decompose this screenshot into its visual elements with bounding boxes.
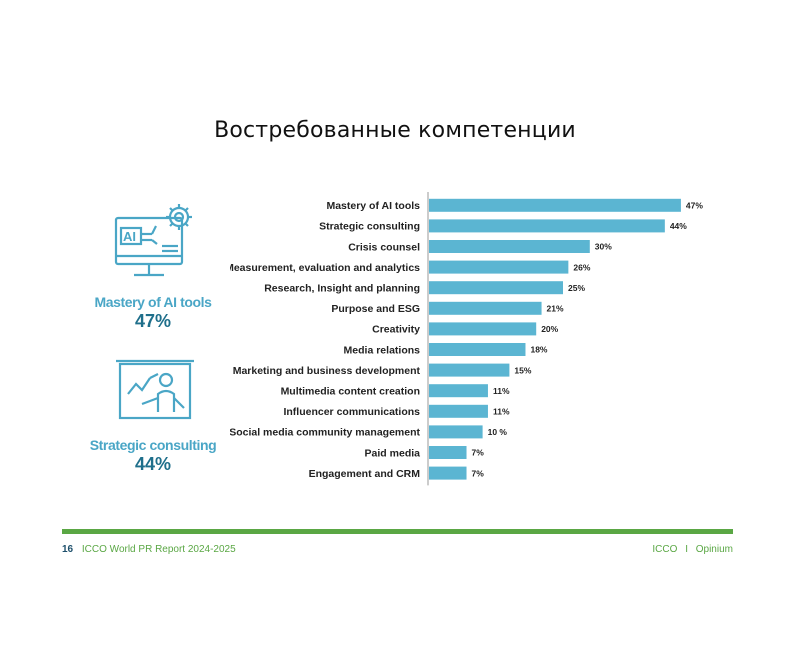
data-label: 11% [493, 386, 510, 396]
category-label: Creativity [372, 324, 420, 336]
data-label: 7% [472, 448, 485, 458]
category-label: Mastery of AI tools [326, 200, 420, 212]
report-title: ICCO World PR Report 2024-2025 [81, 544, 236, 555]
bar [429, 363, 510, 377]
data-label: 15% [514, 365, 531, 375]
category-label: Strategic consulting [319, 221, 420, 233]
category-label: Marketing and business development [233, 365, 421, 377]
highlight-value: 44% [134, 454, 172, 474]
data-label: 30% [595, 242, 612, 252]
bar [429, 198, 681, 212]
presenter-board-icon [116, 359, 194, 420]
ai-monitor-gear-icon: AI [114, 204, 192, 277]
bar [429, 466, 467, 480]
footer-brands: ICCO I Opinium [652, 544, 733, 555]
brand-icco: ICCO [652, 544, 678, 555]
bar [429, 446, 467, 459]
bar [429, 260, 569, 274]
highlight-value: 47% [134, 311, 172, 331]
highlight-label: Mastery of AI tools [94, 294, 212, 310]
category-label: Purpose and ESG [331, 303, 420, 315]
data-label: 25% [568, 283, 585, 293]
data-label: 21% [547, 304, 564, 314]
bar [429, 404, 488, 418]
data-label: 11% [493, 407, 510, 417]
bar [429, 343, 526, 356]
footer-divider [62, 529, 733, 534]
competencies-bar-chart: Mastery of AI tools 47% Strategic consulti… [230, 192, 703, 486]
data-label: 7% [472, 468, 485, 478]
highlight-ai-tools: Mastery of AI tools 47% [88, 294, 218, 332]
data-label: 18% [530, 345, 547, 355]
highlight-strategic-consulting: Strategic consulting 44% [88, 437, 218, 475]
category-label: Multimedia content creation [281, 386, 420, 398]
bar [429, 240, 590, 253]
category-label: Social media community management [230, 427, 420, 439]
category-label: Research, Insight and planning [264, 283, 420, 295]
bar [429, 425, 483, 439]
slide-title: Востребованные компетенции [214, 118, 576, 143]
bar [429, 384, 488, 398]
footer-report: 16 ICCO World PR Report 2024-2025 [62, 544, 236, 555]
highlight-label: Strategic consulting [89, 437, 217, 453]
bar [429, 281, 563, 295]
brand-separator: I [685, 544, 688, 555]
svg-text:AI: AI [123, 229, 136, 244]
category-label: Crisis counsel [348, 241, 420, 253]
category-label: Measurement, evaluation and analytics [230, 262, 420, 274]
category-label: Media relations [344, 344, 421, 356]
data-label: 47% [686, 201, 703, 211]
category-label: Engagement and CRM [309, 468, 421, 480]
bar [429, 219, 665, 233]
data-label: 44% [670, 221, 687, 231]
page-number: 16 [62, 544, 74, 555]
bar [429, 301, 542, 315]
data-label: 20% [541, 324, 558, 334]
category-label: Paid media [365, 447, 421, 459]
bar [429, 322, 537, 336]
data-label: 26% [573, 262, 590, 272]
brand-opinium: Opinium [695, 544, 733, 555]
data-label: 10 % [488, 427, 508, 437]
category-label: Influencer communications [283, 406, 420, 418]
